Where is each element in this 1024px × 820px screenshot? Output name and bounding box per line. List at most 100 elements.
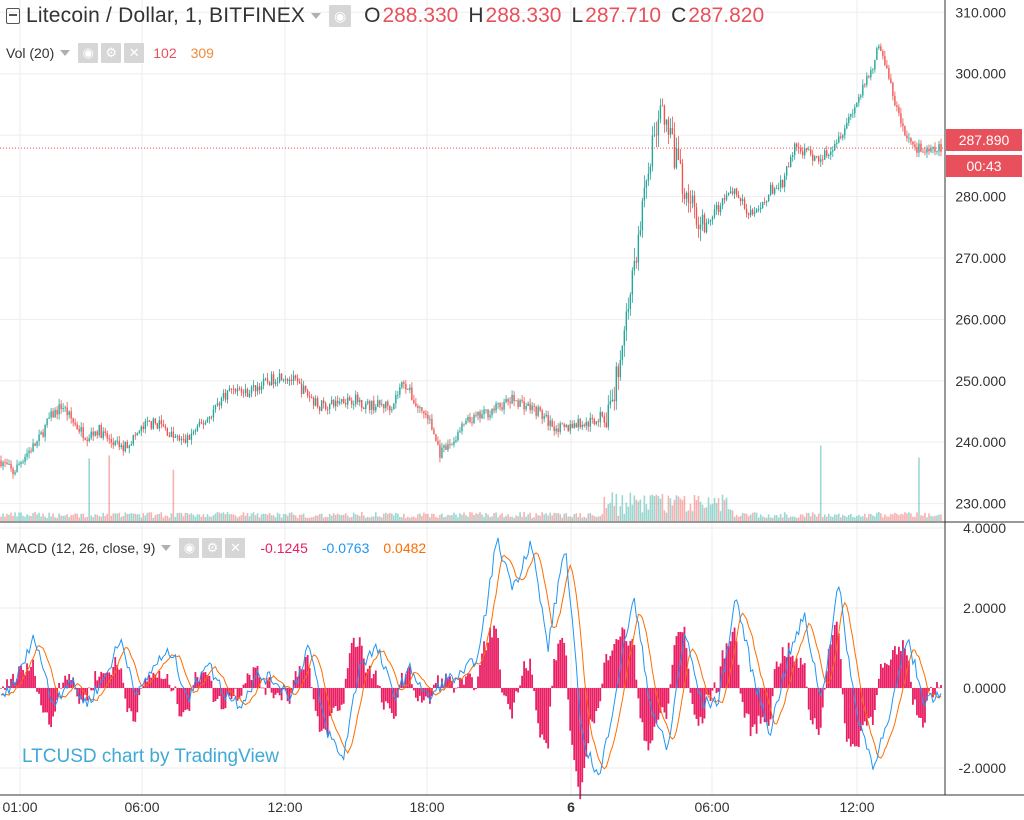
volume-bar bbox=[515, 515, 517, 521]
macd-axis[interactable]: 4.0000 2.0000 0.0000 -2.0000 bbox=[959, 520, 1007, 776]
candle-body bbox=[741, 199, 744, 202]
volume-bar bbox=[80, 513, 82, 521]
candle-body bbox=[719, 206, 722, 213]
volume-bar bbox=[565, 513, 568, 521]
candle-body bbox=[914, 144, 916, 148]
candle-body bbox=[258, 386, 261, 391]
volume-bar bbox=[617, 515, 620, 521]
candle-body bbox=[164, 426, 167, 428]
macd-histogram-bar bbox=[437, 675, 439, 688]
macd-histogram-bar bbox=[439, 687, 441, 688]
macd-histogram-bar bbox=[583, 688, 586, 769]
macd-histogram-bar bbox=[360, 645, 363, 688]
macd-histogram-bar bbox=[314, 688, 317, 711]
candle-body bbox=[880, 46, 882, 52]
price-axis-label: 280.000 bbox=[955, 189, 1006, 205]
macd-histogram-bar bbox=[144, 678, 147, 688]
macd-histogram-bar bbox=[278, 688, 281, 696]
volume-bar bbox=[242, 512, 245, 521]
volume-bar bbox=[441, 513, 443, 521]
countdown-box bbox=[946, 155, 1022, 177]
volume-bar bbox=[717, 498, 720, 521]
macd-histogram-bar bbox=[80, 688, 83, 700]
chevron-down-icon[interactable] bbox=[161, 545, 172, 551]
candle-body bbox=[405, 383, 407, 390]
candle-body bbox=[190, 433, 193, 440]
volume-label[interactable]: Vol (20) bbox=[6, 45, 55, 61]
macd-histogram-bar bbox=[358, 637, 361, 688]
candle-body bbox=[148, 420, 151, 422]
candle-body bbox=[324, 403, 327, 410]
eye-icon[interactable]: ◉ bbox=[329, 5, 352, 27]
time-axis-label: 12:00 bbox=[267, 799, 302, 815]
candle-body bbox=[322, 400, 325, 404]
candle-body bbox=[357, 394, 359, 403]
candle-body bbox=[577, 419, 579, 428]
macd-histogram-bar bbox=[128, 688, 131, 709]
macd-histogram-bar bbox=[232, 688, 235, 696]
candle-body bbox=[689, 202, 692, 204]
macd-histogram-bar bbox=[803, 663, 806, 688]
candle-body bbox=[242, 392, 245, 394]
volume-bar bbox=[266, 514, 269, 521]
candle-body bbox=[2, 462, 4, 467]
candle-body bbox=[411, 387, 413, 401]
candle-body bbox=[625, 311, 628, 331]
macd-histogram-bar bbox=[505, 688, 507, 697]
macd-histogram-bar bbox=[370, 678, 373, 688]
eye-icon[interactable]: ◉ bbox=[179, 538, 200, 558]
candle-body bbox=[469, 416, 471, 422]
time-axis[interactable]: 01:00 06:00 12:00 18:00 6 06:00 12:00 bbox=[2, 799, 874, 815]
macd-histogram-bar bbox=[262, 687, 265, 689]
volume-bar bbox=[132, 513, 135, 521]
macd-histogram-bar bbox=[8, 685, 10, 688]
gear-icon[interactable]: ⚙ bbox=[202, 538, 223, 558]
volume-bar bbox=[437, 517, 439, 521]
close-icon[interactable]: ✕ bbox=[225, 538, 246, 558]
volume-bar bbox=[767, 514, 770, 521]
close-icon[interactable]: ✕ bbox=[124, 43, 145, 63]
macd-histogram-bar bbox=[521, 675, 524, 688]
macd-histogram-bar bbox=[78, 688, 81, 704]
macd-histogram-bar bbox=[6, 679, 8, 688]
macd-histogram-bar bbox=[928, 688, 930, 692]
volume-bar bbox=[805, 512, 808, 521]
macd-histogram-bar bbox=[887, 665, 890, 688]
volume-bar bbox=[419, 513, 421, 521]
chevron-down-icon[interactable] bbox=[311, 13, 322, 19]
macd-histogram-bar bbox=[545, 688, 548, 744]
candle-body bbox=[785, 166, 788, 176]
candle-body bbox=[459, 431, 461, 433]
candle-body bbox=[343, 399, 345, 403]
price-axis[interactable]: 310.000300.000290.000280.000270.000260.0… bbox=[955, 4, 1006, 511]
volume-bar bbox=[529, 512, 531, 521]
candle-body bbox=[44, 425, 46, 437]
macd-histogram-bar bbox=[809, 688, 812, 721]
candle-body bbox=[834, 143, 836, 151]
chevron-down-icon[interactable] bbox=[60, 50, 71, 56]
volume-bar bbox=[140, 517, 143, 521]
candle-body bbox=[326, 409, 329, 410]
macd-histogram-bar bbox=[723, 658, 726, 688]
candle-body bbox=[521, 400, 523, 402]
volume-bar bbox=[577, 516, 580, 521]
candle-body bbox=[912, 141, 914, 145]
candle-body bbox=[316, 398, 319, 407]
candle-body bbox=[30, 450, 32, 452]
volume-bar bbox=[785, 514, 788, 521]
volume-value-b: 309 bbox=[190, 45, 214, 61]
volume-bar bbox=[352, 512, 355, 521]
macd-histogram-bar bbox=[727, 646, 730, 688]
candle-body bbox=[635, 261, 638, 263]
macd-label[interactable]: MACD (12, 26, close, 9) bbox=[6, 540, 156, 556]
gear-icon[interactable]: ⚙ bbox=[101, 43, 122, 63]
symbol-title[interactable]: Litecoin / Dollar, 1, BITFINEX bbox=[26, 4, 306, 27]
volume-bar bbox=[332, 513, 335, 521]
macd-histogram-bar bbox=[615, 639, 618, 688]
macd-histogram-bar bbox=[641, 688, 644, 723]
macd-histogram-bar bbox=[459, 677, 461, 688]
symbol-menu-icon[interactable] bbox=[6, 8, 20, 24]
volume-bar bbox=[749, 514, 752, 521]
eye-icon[interactable]: ◉ bbox=[78, 43, 99, 63]
